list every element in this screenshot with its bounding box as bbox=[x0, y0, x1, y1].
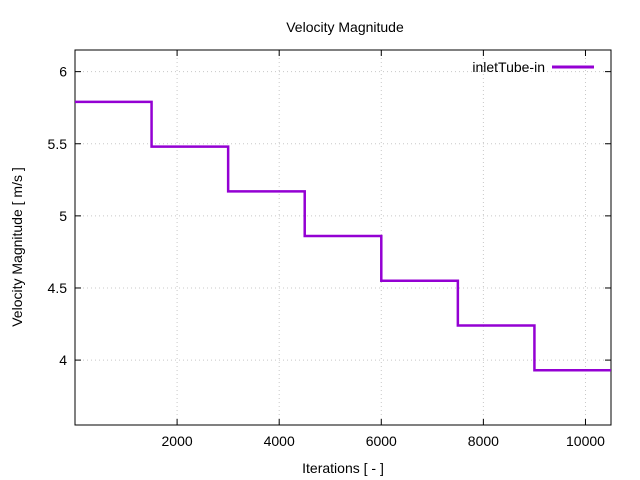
x-tick-label: 6000 bbox=[366, 433, 397, 449]
y-tick-label: 4.5 bbox=[48, 280, 68, 296]
x-axis-label: Iterations [ - ] bbox=[302, 460, 384, 476]
x-tick-label: 4000 bbox=[264, 433, 295, 449]
y-tick-label: 4 bbox=[59, 352, 67, 368]
legend: inletTube-in bbox=[472, 59, 594, 75]
x-tick-label: 2000 bbox=[162, 433, 193, 449]
grid-layer bbox=[75, 50, 611, 425]
y-tick-label: 6 bbox=[59, 64, 67, 80]
series-line bbox=[75, 100, 611, 372]
x-tick-label: 10000 bbox=[566, 433, 605, 449]
ticks-layer: 2000 4000 6000 8000 10000 4 4.5 5 5.5 6 bbox=[48, 50, 611, 449]
series-layer bbox=[75, 100, 611, 372]
y-tick-label: 5.5 bbox=[48, 136, 68, 152]
y-tick-label: 5 bbox=[59, 208, 67, 224]
chart-title: Velocity Magnitude bbox=[286, 19, 404, 35]
plot-area-frame bbox=[74, 49, 612, 426]
legend-label: inletTube-in bbox=[472, 59, 545, 75]
x-tick-label: 8000 bbox=[468, 433, 499, 449]
y-axis-label: Velocity Magnitude [ m/s ] bbox=[9, 167, 25, 327]
